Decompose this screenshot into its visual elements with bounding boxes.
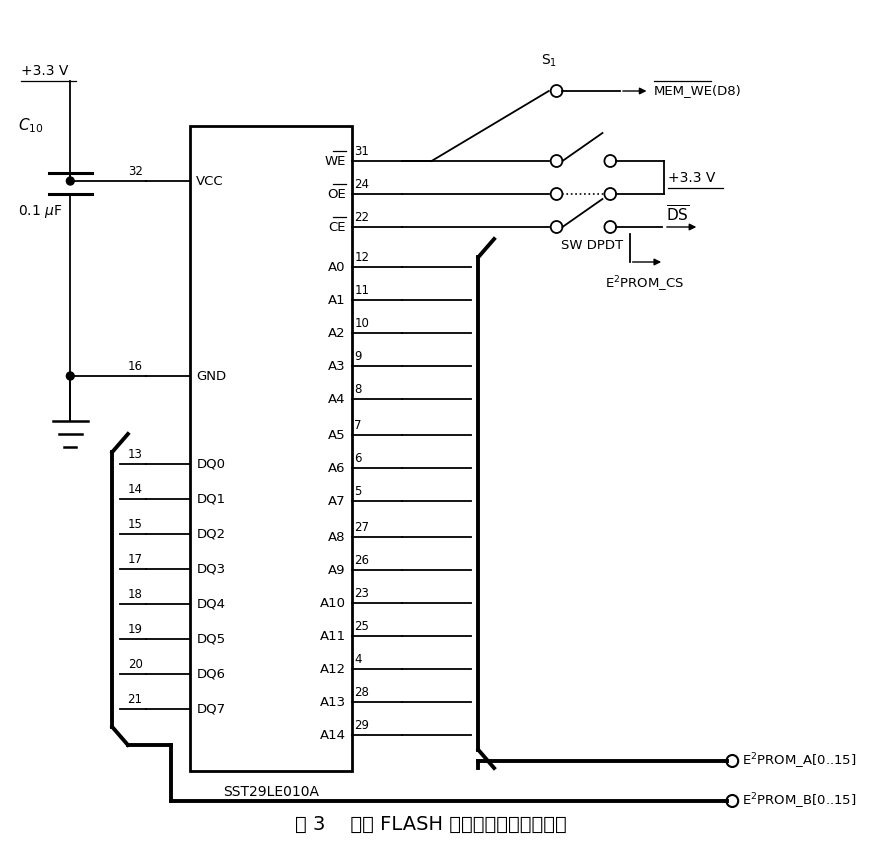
- Text: 17: 17: [128, 553, 143, 566]
- Text: A14: A14: [320, 728, 345, 741]
- Text: +3.3 V: +3.3 V: [668, 171, 715, 184]
- Circle shape: [66, 372, 74, 380]
- Text: A8: A8: [328, 530, 345, 543]
- Text: 14: 14: [128, 483, 143, 496]
- Text: +3.3 V: +3.3 V: [21, 64, 69, 78]
- Text: SST29LE010A: SST29LE010A: [223, 785, 319, 799]
- Text: A4: A4: [328, 393, 345, 405]
- Text: 8: 8: [354, 383, 362, 396]
- Text: A2: A2: [328, 327, 345, 339]
- Text: GND: GND: [196, 370, 226, 382]
- Text: VCC: VCC: [196, 174, 224, 188]
- Text: DQ0: DQ0: [196, 458, 226, 470]
- Text: A13: A13: [320, 695, 345, 708]
- Text: 6: 6: [354, 452, 362, 465]
- Text: 28: 28: [354, 686, 369, 699]
- Text: DQ2: DQ2: [196, 528, 226, 541]
- Text: 11: 11: [354, 284, 369, 297]
- Text: 13: 13: [128, 448, 143, 461]
- Text: 10: 10: [354, 317, 369, 330]
- Bar: [190, 126, 352, 771]
- Text: A0: A0: [328, 261, 345, 273]
- Text: OE: OE: [327, 188, 345, 201]
- Text: 29: 29: [354, 719, 369, 732]
- Text: 9: 9: [354, 350, 362, 363]
- Text: $C_{10}$: $C_{10}$: [18, 117, 43, 135]
- Text: 31: 31: [354, 145, 369, 158]
- Text: 19: 19: [128, 623, 143, 636]
- Text: 26: 26: [354, 554, 369, 567]
- Text: DQ1: DQ1: [196, 492, 226, 506]
- Text: MEM_WE(D8): MEM_WE(D8): [655, 85, 742, 97]
- Text: 16: 16: [128, 360, 143, 373]
- Text: SW DPDT: SW DPDT: [561, 239, 624, 252]
- Text: A10: A10: [320, 596, 345, 609]
- Text: 7: 7: [354, 419, 362, 432]
- Text: 图 3    扩展 FLASH 存储器硬件电路原理图: 图 3 扩展 FLASH 存储器硬件电路原理图: [295, 815, 566, 833]
- Text: A5: A5: [328, 429, 345, 442]
- Text: 23: 23: [354, 587, 369, 600]
- Text: E$^2$PROM_B[0..15]: E$^2$PROM_B[0..15]: [742, 791, 856, 810]
- Text: WE: WE: [324, 155, 345, 168]
- Text: $\overline{\rm DS}$: $\overline{\rm DS}$: [666, 205, 689, 225]
- Text: 5: 5: [354, 485, 362, 498]
- Text: 18: 18: [128, 588, 143, 601]
- Text: A12: A12: [320, 662, 345, 675]
- Text: A1: A1: [328, 294, 345, 306]
- Text: E$^2$PROM_CS: E$^2$PROM_CS: [605, 274, 685, 294]
- Text: 21: 21: [128, 693, 143, 706]
- Text: A11: A11: [320, 629, 345, 642]
- Text: 20: 20: [128, 658, 143, 671]
- Text: A6: A6: [328, 462, 345, 475]
- Text: DQ3: DQ3: [196, 563, 226, 575]
- Text: A7: A7: [328, 495, 345, 508]
- Text: DQ5: DQ5: [196, 633, 226, 645]
- Text: CE: CE: [328, 221, 345, 233]
- Text: 24: 24: [354, 178, 369, 191]
- Text: DQ4: DQ4: [196, 597, 226, 611]
- Circle shape: [66, 177, 74, 185]
- Text: A9: A9: [328, 563, 345, 576]
- Text: 22: 22: [354, 211, 369, 224]
- Text: 27: 27: [354, 521, 369, 534]
- Text: DQ7: DQ7: [196, 702, 226, 716]
- Text: 4: 4: [354, 653, 362, 666]
- Text: 25: 25: [354, 620, 369, 633]
- Text: 0.1 $\mu$F: 0.1 $\mu$F: [18, 202, 62, 219]
- Text: 15: 15: [128, 518, 143, 531]
- Text: DQ6: DQ6: [196, 667, 226, 680]
- Text: 12: 12: [354, 251, 369, 264]
- Text: S$_1$: S$_1$: [541, 52, 557, 69]
- Text: A3: A3: [328, 360, 345, 372]
- Text: E$^2$PROM_A[0..15]: E$^2$PROM_A[0..15]: [742, 751, 856, 771]
- Text: 32: 32: [128, 165, 143, 178]
